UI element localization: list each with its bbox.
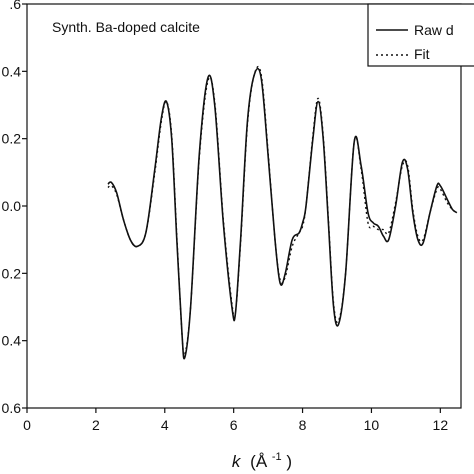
x-axis-label-var: k <box>232 452 242 471</box>
y-tick-label: .6 <box>9 0 21 12</box>
x-tick-label: 8 <box>299 417 307 433</box>
x-axis-label: k (Å -1 ) <box>232 445 292 471</box>
legend-label-raw: Raw d <box>414 22 454 38</box>
x-tick-label: 10 <box>364 417 380 433</box>
chart-annotation: Synth. Ba-doped calcite <box>52 19 200 35</box>
x-axis-label-exp: -1 <box>272 451 282 463</box>
series-layer <box>107 66 458 360</box>
series-raw-line <box>107 67 458 360</box>
y-tick-label: 0.4 <box>2 333 22 349</box>
x-tick-label: 4 <box>161 417 169 433</box>
x-axis-label-unit: (Å <box>250 452 268 471</box>
x-tick-label: 12 <box>433 417 449 433</box>
x-tick-label: 0 <box>23 417 31 433</box>
x-tick-label: 6 <box>230 417 238 433</box>
y-tick-label: 0.4 <box>2 63 22 79</box>
x-axis-label-close: ) <box>286 452 292 471</box>
x-tick-label: 2 <box>92 417 100 433</box>
legend: Raw d Fit <box>367 3 474 67</box>
y-tick-label: 0.0 <box>2 198 22 214</box>
y-tick-label: 0.2 <box>2 131 22 147</box>
legend-label-fit: Fit <box>414 46 430 62</box>
y-axis-ticks: .6 0.4 0.2 0.0 0.2 0.4 0.6 <box>2 0 27 416</box>
series-fit-line <box>107 66 458 357</box>
y-tick-label: 0.6 <box>2 400 22 416</box>
y-tick-label: 0.2 <box>2 265 22 281</box>
legend-box <box>367 3 474 67</box>
x-axis-ticks: 0 2 4 6 8 10 12 <box>23 408 448 433</box>
